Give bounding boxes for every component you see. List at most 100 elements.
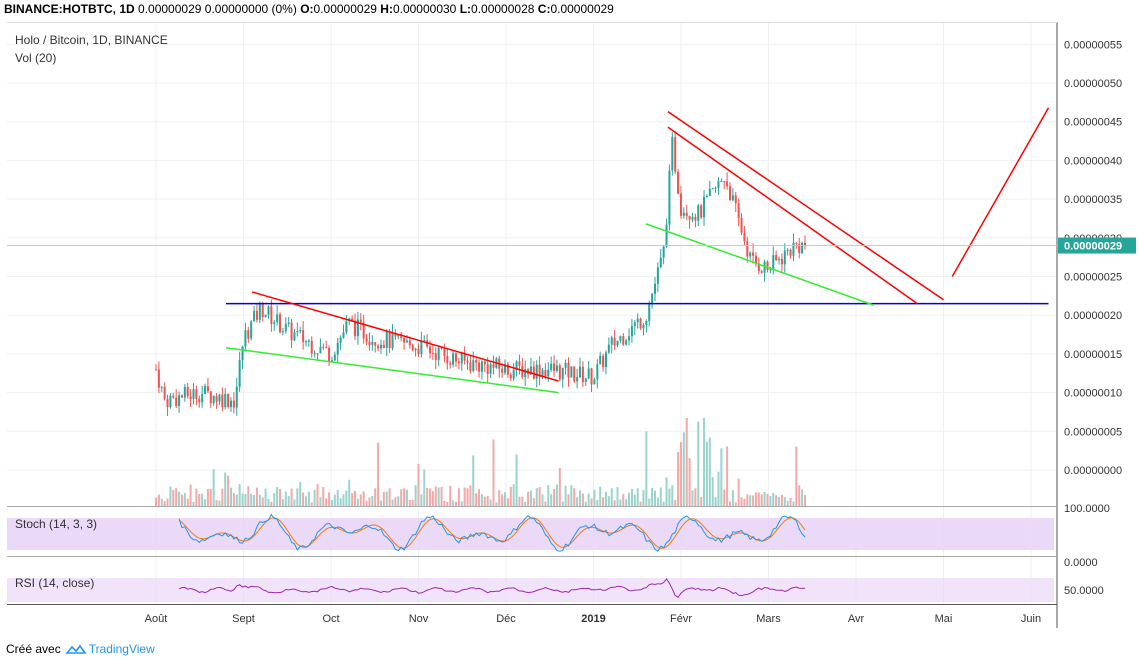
candle-body <box>434 353 437 361</box>
volume-bar <box>726 446 729 506</box>
volume-bar <box>512 484 515 506</box>
volume-bar <box>403 488 406 506</box>
volume-bar <box>798 485 801 506</box>
volume-bar <box>783 497 786 506</box>
candle-body <box>610 337 613 345</box>
candle-body <box>489 364 492 374</box>
candle-body <box>504 364 507 373</box>
candle-body <box>728 186 732 201</box>
volume-bar <box>720 448 723 506</box>
candle-body <box>662 246 665 258</box>
candle-body <box>183 387 186 398</box>
candle-body <box>354 320 357 337</box>
volume-bar <box>157 494 160 506</box>
last-price-marker: 0.00000029 <box>7 237 1136 254</box>
candle-body <box>475 360 478 363</box>
candle-body <box>749 252 752 257</box>
candle-body <box>244 330 247 347</box>
volume-bar <box>253 494 256 506</box>
volume-bar <box>437 487 440 506</box>
volume-bar <box>772 492 775 506</box>
candle-body <box>333 354 336 361</box>
candle-body <box>166 398 169 408</box>
volume-bar <box>760 494 763 506</box>
candle-body <box>705 196 708 198</box>
volume-bar <box>212 469 215 506</box>
candle-body <box>633 322 636 326</box>
candle-body <box>740 217 743 233</box>
candle-body <box>570 366 573 378</box>
volume-bar <box>633 494 636 506</box>
candle-body <box>440 347 443 349</box>
candle-body <box>587 368 590 379</box>
volume-bar <box>192 502 195 506</box>
price-tick-label: 0.00000000 <box>1064 465 1122 477</box>
candle-body <box>284 323 287 332</box>
drawing-trend_red-line <box>667 111 944 301</box>
candle-body <box>795 242 798 244</box>
header-c-label: C: <box>537 2 551 16</box>
volume-bar <box>258 494 261 506</box>
volume-bar <box>688 458 691 506</box>
volume-bar <box>553 488 556 506</box>
volume-bar <box>417 463 420 506</box>
price-tick-label: 0.00000050 <box>1064 78 1122 90</box>
header-last: 0.00000029 <box>138 2 202 16</box>
candle-body <box>685 212 688 217</box>
drawing-trend_green-line <box>225 346 559 394</box>
candle-body <box>639 318 642 329</box>
candle-body <box>232 400 235 408</box>
volume-bar <box>232 493 235 506</box>
price-tick-label: 0.00000010 <box>1064 388 1122 400</box>
header-close: 0.00000029 <box>550 2 614 16</box>
volume-bar <box>506 498 509 506</box>
volume-bar <box>175 488 178 506</box>
rsi-line <box>178 578 806 598</box>
candle-body <box>388 331 391 349</box>
candle-body <box>786 249 789 251</box>
candle-body <box>241 346 244 361</box>
candle-body <box>405 340 408 343</box>
candle-body <box>411 345 414 351</box>
volume-bar <box>466 488 469 506</box>
candle-body <box>379 344 382 349</box>
volume-bar <box>723 489 726 506</box>
volume-bar <box>697 421 700 506</box>
volume-bar <box>587 493 590 506</box>
tradingview-link[interactable]: TradingView <box>64 642 155 656</box>
candle-body <box>553 363 556 371</box>
candle-body <box>590 368 593 385</box>
volume-bar <box>408 499 411 506</box>
candle-body <box>628 336 631 341</box>
volume-bar <box>648 498 651 506</box>
volume-bar <box>662 501 665 506</box>
candle-body <box>154 369 158 371</box>
volume-bar <box>371 495 374 506</box>
volume-bar <box>561 501 564 506</box>
volume-bar <box>576 497 579 506</box>
volume-bar <box>333 494 336 506</box>
volume-bar <box>763 491 766 506</box>
volume-bar <box>460 501 463 506</box>
volume-bar <box>284 491 287 506</box>
volume-bar <box>645 431 648 506</box>
volume-bar <box>348 479 351 506</box>
candle-body <box>501 368 504 373</box>
candle-body <box>602 355 605 368</box>
candle-body <box>394 332 397 337</box>
candle-body <box>351 318 354 321</box>
volume-bar <box>429 488 432 506</box>
candle-body <box>296 331 299 333</box>
candle-body <box>691 216 694 220</box>
volume-bar <box>628 492 631 506</box>
volume-bar <box>339 498 342 506</box>
candle-body <box>656 267 659 284</box>
volume-bar <box>281 499 284 506</box>
candle-body <box>642 325 645 329</box>
candle-body <box>665 224 668 247</box>
volume-bar <box>483 496 486 506</box>
volume-bar <box>238 484 241 506</box>
volume-bar <box>221 488 224 506</box>
volume-bar <box>653 490 657 506</box>
